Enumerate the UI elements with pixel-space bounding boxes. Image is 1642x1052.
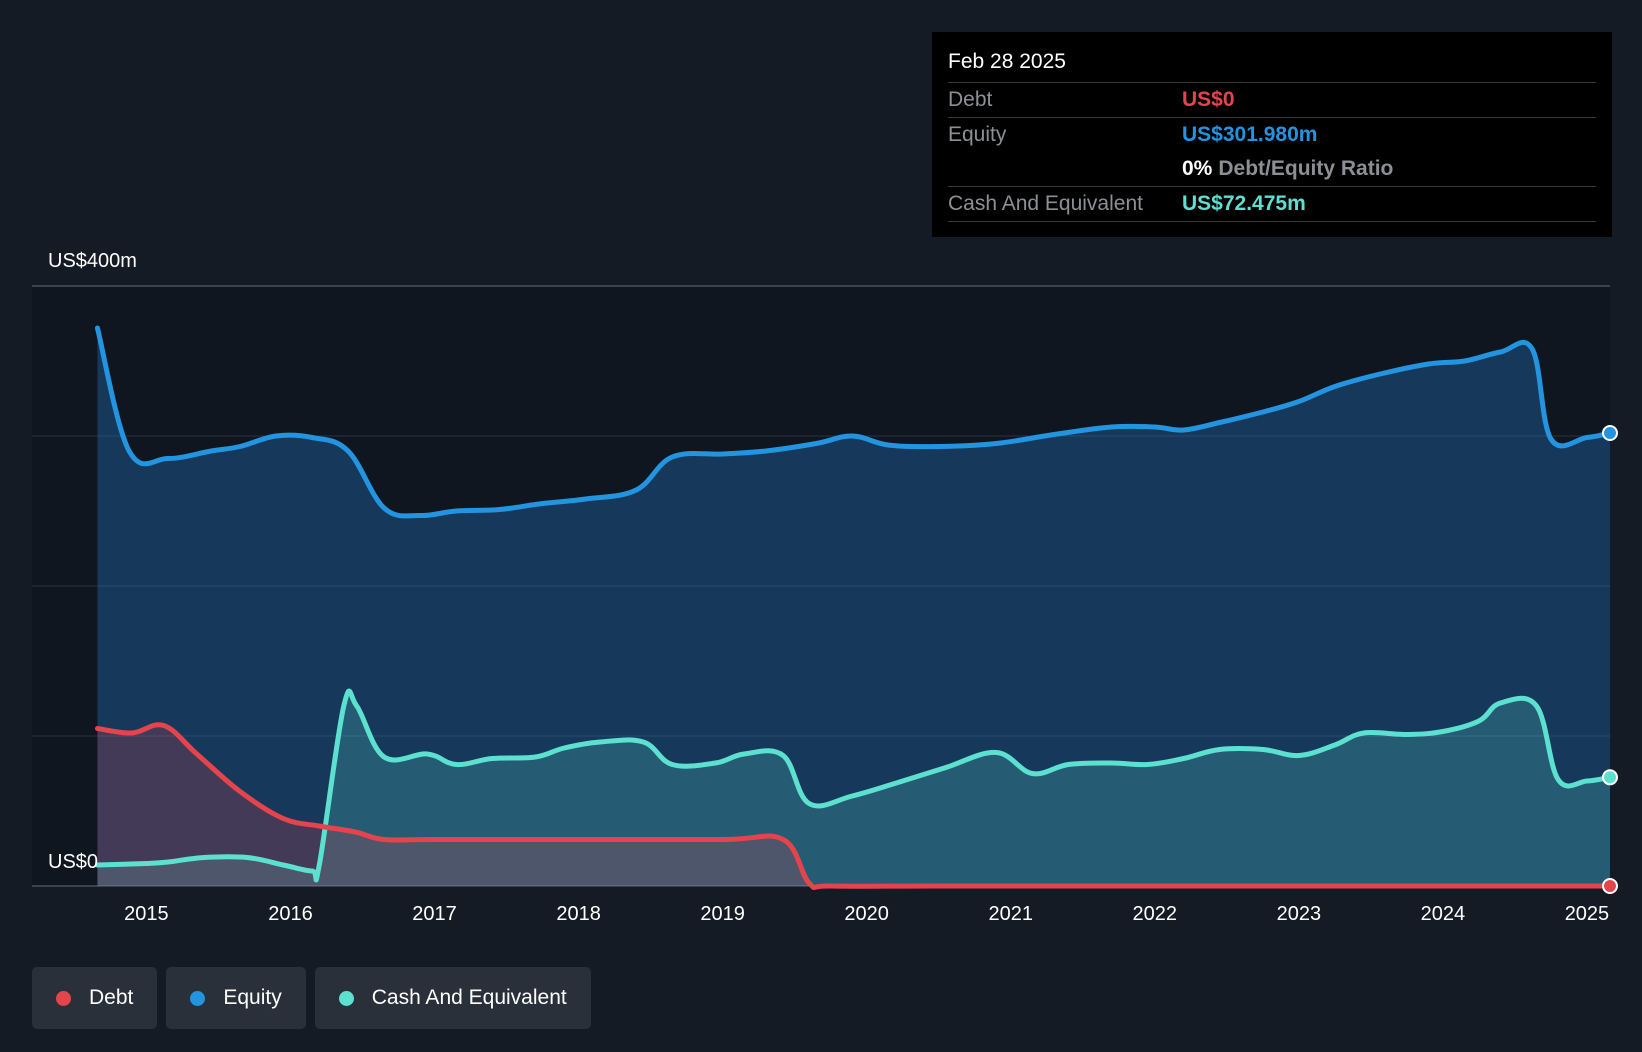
y-axis-bottom-label: US$0 (48, 851, 99, 873)
cash-and-equivalent-line (94, 688, 1613, 883)
tooltip-cash-value: US$72.475m (1182, 192, 1306, 215)
legend-dot-debt (56, 990, 71, 1006)
legend-dot-cash (338, 990, 354, 1006)
x-tick-label-2019: 2019 (700, 903, 745, 925)
tooltip-debt-value: US$0 (1182, 88, 1235, 111)
x-tick-label-2017: 2017 (412, 903, 457, 925)
series-lines (94, 325, 1613, 890)
equity-line (94, 325, 1613, 519)
tooltip-cash-label: Cash And Equivalent (948, 192, 1143, 215)
x-tick-label-2016: 2016 (268, 903, 313, 925)
x-tick-label-2020: 2020 (844, 903, 889, 925)
x-tick-label-2021: 2021 (988, 903, 1033, 925)
debt-end-marker (1602, 878, 1618, 894)
legend-dot-equity (190, 990, 206, 1006)
x-tick-label-2022: 2022 (1133, 903, 1178, 925)
x-tick-label-2023: 2023 (1277, 903, 1322, 925)
series-end-markers (1602, 425, 1618, 894)
tooltip-cash-row: Cash And Equivalent US$72.475m (948, 187, 1596, 222)
tooltip-date: Feb 28 2025 (948, 46, 1596, 83)
tooltip-equity-row: Equity US$301.980m (948, 118, 1596, 152)
x-axis-ticks: 2015 2016 2017 2018 2019 2020 2021 2022 2023 2024… (124, 903, 1609, 925)
tooltip-equity-label: Equity (948, 123, 1007, 146)
tooltip-ratio-label: Debt/Equity Ratio (1218, 157, 1394, 180)
tooltip-ratio-value: 0% (1182, 157, 1213, 180)
equity-end-marker (1602, 425, 1618, 442)
legend-item-equity[interactable]: Equity (166, 967, 306, 1029)
x-tick-label-2018: 2018 (556, 903, 601, 925)
legend-item-cash[interactable]: Cash And Equivalent (314, 967, 591, 1029)
x-tick-label-2024: 2024 (1421, 903, 1466, 925)
legend-label-debt: Debt (89, 986, 134, 1009)
cash-and-equivalent-end-marker (1602, 769, 1618, 786)
x-tick-label-2025: 2025 (1565, 903, 1610, 925)
debt-area (97, 724, 1610, 888)
tooltip-ratio-spacer (948, 152, 1182, 186)
tooltip-debt-row: Debt US$0 (948, 83, 1596, 118)
tooltip-equity-value: US$301.980m (1182, 123, 1318, 146)
legend-label-equity: Equity (223, 986, 282, 1009)
y-axis-top-label: US$400m (48, 250, 137, 272)
legend-label-cash: Cash And Equivalent (371, 986, 567, 1009)
tooltip-debt-label: Debt (948, 88, 993, 111)
tooltip-panel: Feb 28 2025 Debt US$0 Equity US$301.980m… (932, 32, 1612, 237)
tooltip-ratio-row: 0% Debt/Equity Ratio (948, 152, 1596, 187)
debt-line (94, 722, 1613, 890)
legend: Debt Equity Cash And Equivalent (32, 967, 591, 1029)
legend-item-debt[interactable]: Debt (32, 967, 158, 1029)
x-tick-label-2015: 2015 (124, 903, 169, 925)
